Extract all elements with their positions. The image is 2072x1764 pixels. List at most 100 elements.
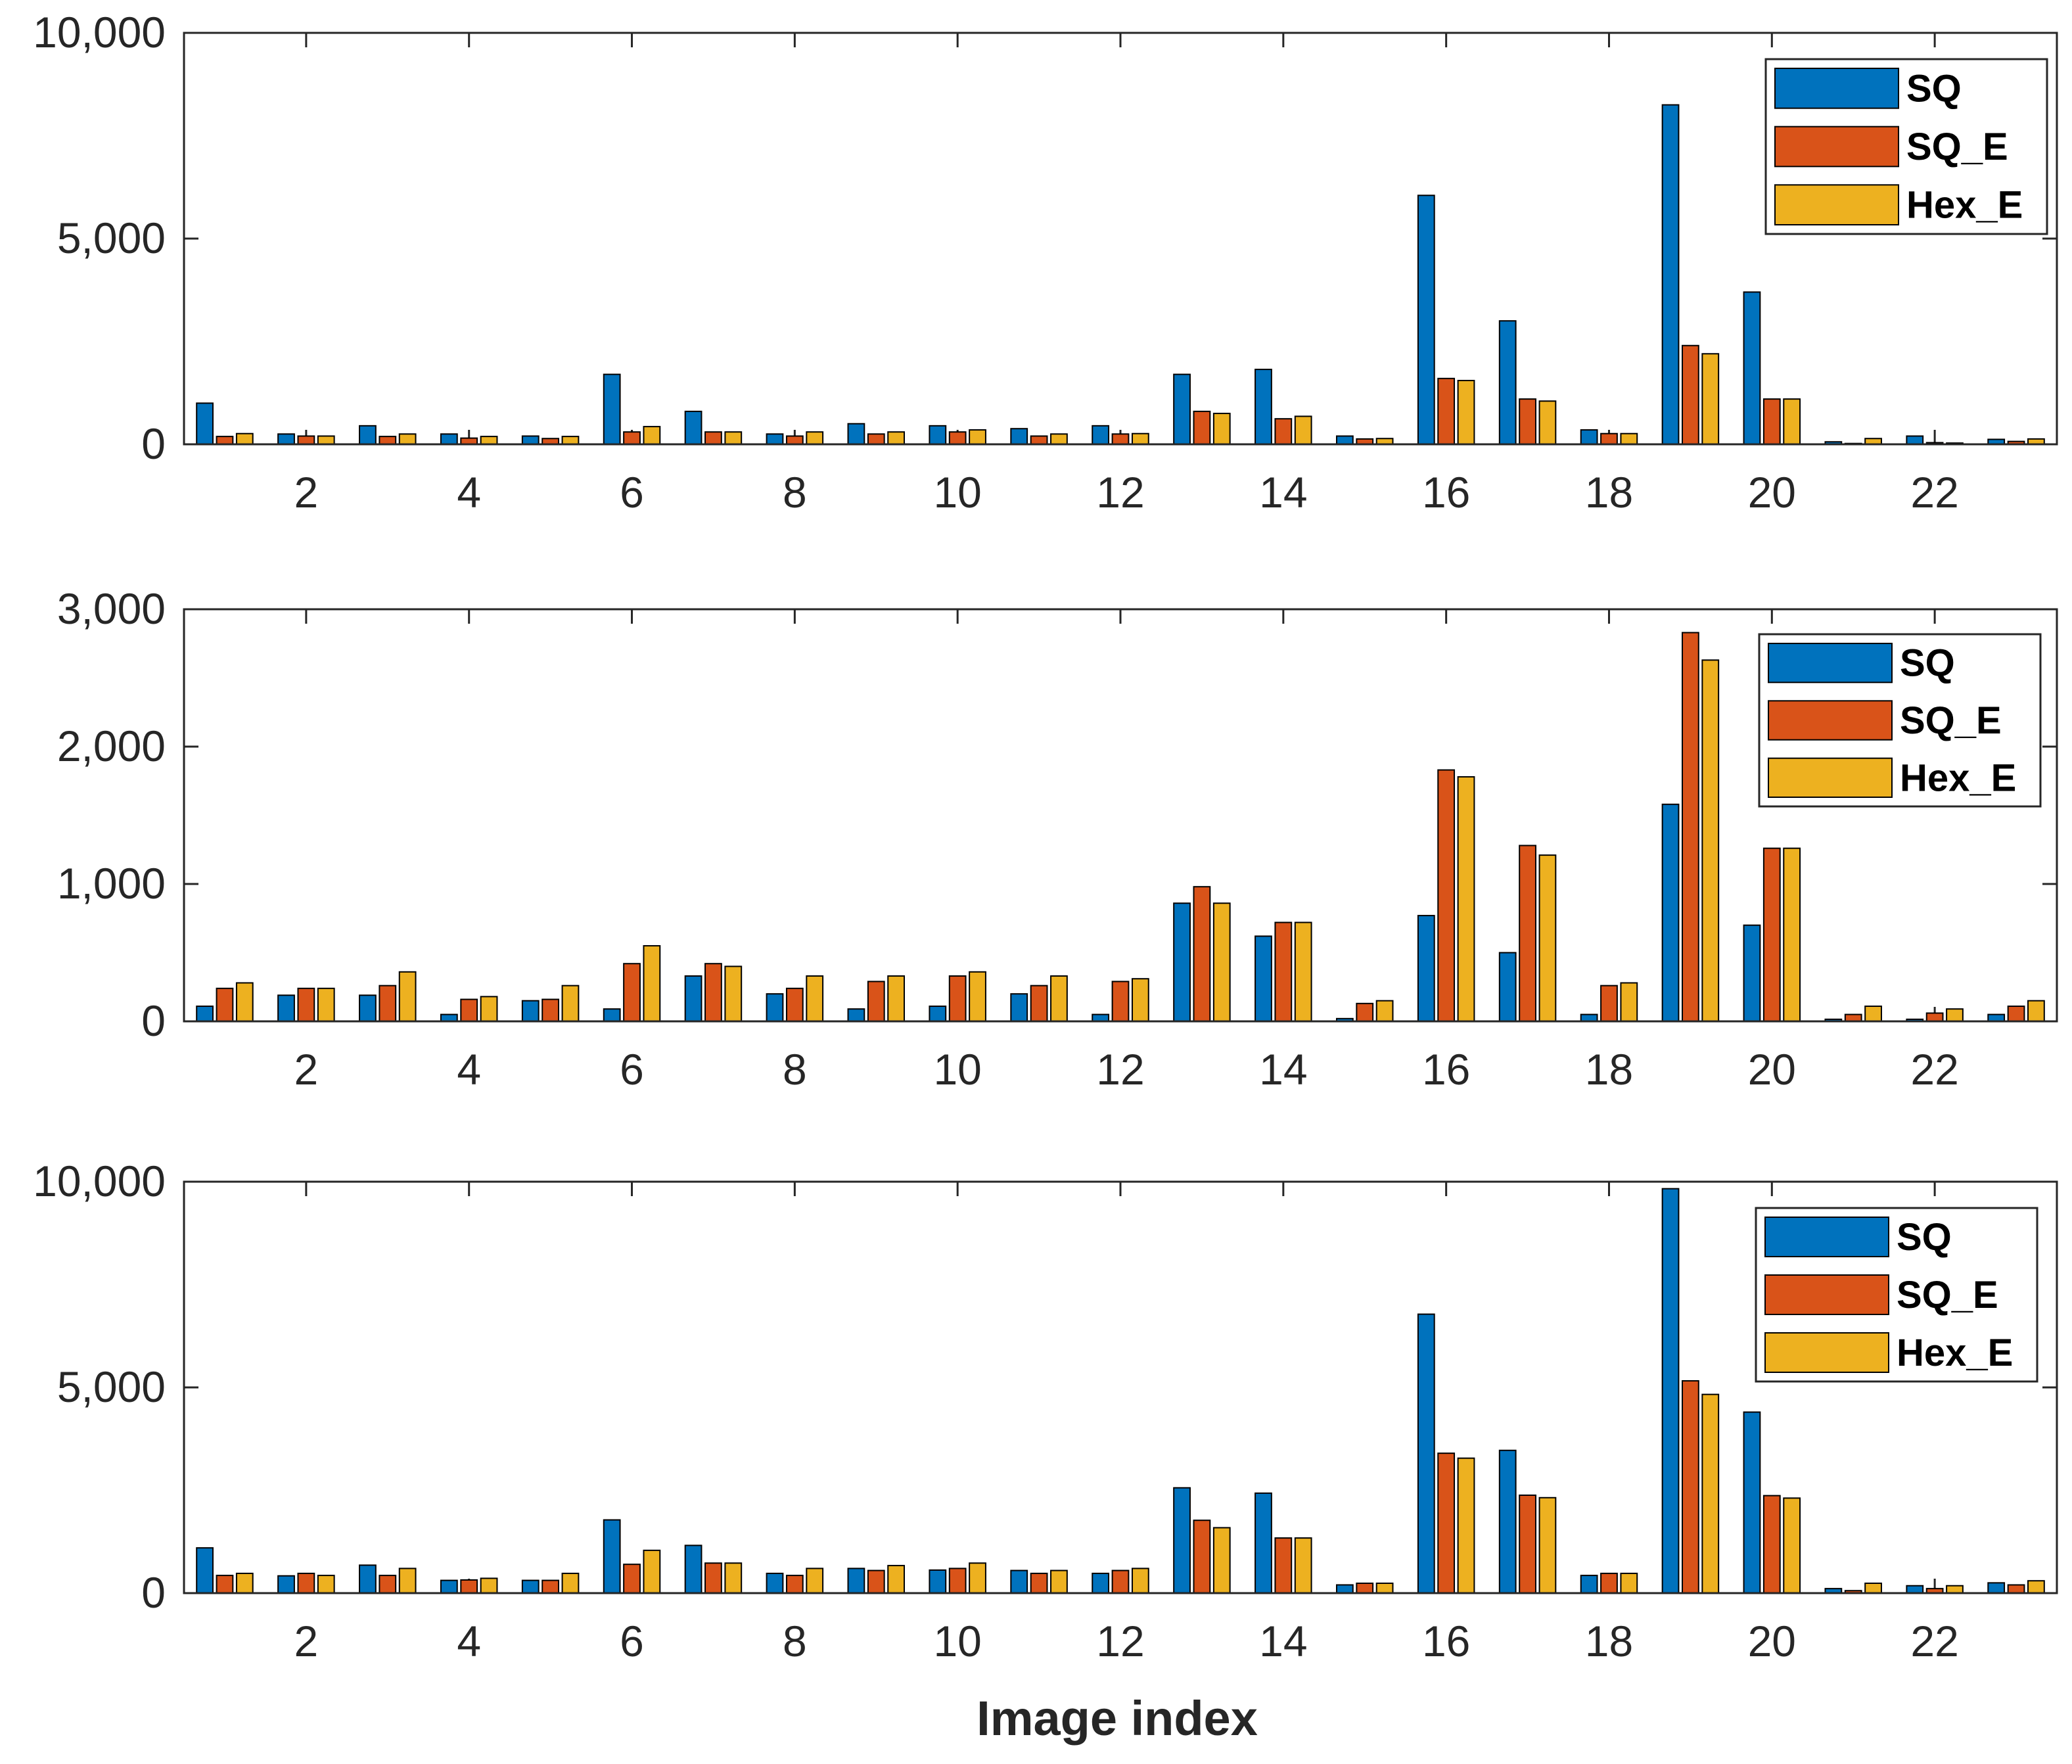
bar	[847, 1567, 865, 1594]
bar	[196, 402, 214, 446]
bar	[1762, 1495, 1781, 1594]
x-tick-label: 14	[1259, 1045, 1307, 1094]
bar	[521, 435, 540, 445]
bar	[1682, 632, 1699, 1022]
bar	[297, 1572, 315, 1594]
bar	[1131, 432, 1149, 445]
y-tick-label: 5,000	[57, 214, 166, 262]
x-tick-label: 14	[1259, 468, 1307, 517]
legend-label: Hex_E	[1900, 756, 2016, 799]
legend-swatch	[1768, 643, 1893, 684]
legend: SQ SQ_E Hex_E	[1755, 1207, 2038, 1383]
bar	[1294, 415, 1312, 446]
x-tick-label: 12	[1096, 1045, 1144, 1094]
bar	[1356, 1002, 1374, 1022]
bar	[1620, 1572, 1638, 1594]
bar	[359, 425, 377, 446]
bar	[1111, 1569, 1130, 1594]
bar	[561, 436, 580, 446]
bar	[1010, 428, 1028, 445]
y-tick-label: 3,000	[57, 584, 166, 633]
bar	[724, 1562, 743, 1594]
bar	[929, 1569, 947, 1594]
bar	[1519, 398, 1536, 446]
bar	[887, 1565, 906, 1594]
series-Hex_E	[235, 1393, 2045, 1594]
bar	[1987, 1582, 2006, 1594]
bar	[1173, 373, 1191, 446]
bar	[440, 433, 458, 445]
bar	[359, 1564, 377, 1594]
legend: SQ SQ_E Hex_E	[1764, 58, 2048, 235]
bar	[643, 426, 661, 445]
x-tick-label: 2	[294, 468, 319, 517]
bar	[1620, 432, 1638, 445]
bar	[1193, 1520, 1211, 1594]
bar	[1783, 398, 1801, 446]
bar	[1580, 1575, 1598, 1594]
bar	[867, 981, 885, 1023]
x-tick-label: 8	[783, 468, 807, 517]
bar	[684, 410, 702, 445]
x-tick-label: 10	[933, 1045, 981, 1094]
bar	[603, 1519, 621, 1594]
bar	[623, 1564, 641, 1594]
bar	[887, 975, 906, 1023]
bar	[1193, 886, 1211, 1023]
bar	[480, 1577, 498, 1594]
x-tick-label: 16	[1422, 1045, 1470, 1094]
bar	[1783, 1497, 1801, 1594]
bar	[1538, 854, 1557, 1022]
bar	[1519, 845, 1536, 1022]
x-tick-label: 16	[1422, 468, 1470, 517]
x-tick-label: 4	[457, 1045, 481, 1094]
bar	[1682, 344, 1699, 446]
bar	[480, 996, 498, 1023]
bar	[1946, 1008, 1964, 1022]
legend-label: SQ	[1897, 1216, 1952, 1259]
bar	[460, 998, 478, 1023]
bar	[1335, 435, 1354, 445]
bar	[766, 433, 784, 445]
chart-panel-2: 0 1,000 2,000 3,000 2 4 6 8 10 12 14 16 18 20 22 SQ SQ_E…	[57, 584, 2058, 1094]
x-tick-label: 22	[1910, 1617, 1958, 1665]
bar	[1457, 379, 1475, 445]
y-tick-label: 10,000	[33, 8, 166, 57]
bar	[724, 965, 743, 1023]
bar	[1255, 1492, 1272, 1594]
bar	[317, 987, 335, 1022]
bar	[480, 436, 498, 446]
x-tick-label: 10	[933, 1617, 981, 1665]
y-tick-label: 0	[141, 996, 166, 1045]
bar	[785, 987, 804, 1022]
x-tick-label: 4	[457, 1617, 481, 1665]
legend-swatch	[1764, 1332, 1889, 1373]
bar	[1946, 1585, 1964, 1594]
bar	[948, 975, 967, 1023]
bar	[460, 1579, 478, 1594]
legend-swatch	[1764, 1217, 1889, 1257]
bar	[1050, 975, 1068, 1023]
bar	[1417, 195, 1435, 445]
legend-label: Hex_E	[1906, 184, 2023, 227]
bar	[216, 987, 234, 1022]
bar	[1092, 425, 1110, 446]
bar	[1030, 435, 1048, 445]
bar	[1906, 1585, 1924, 1594]
bar	[1682, 1380, 1699, 1594]
y-tick-label: 2,000	[57, 722, 166, 770]
bar	[317, 1575, 335, 1594]
bar	[541, 1579, 560, 1594]
legend-swatch	[1774, 126, 1899, 168]
bar	[1987, 1013, 2006, 1023]
bar	[379, 985, 397, 1023]
bar	[847, 1008, 865, 1022]
y-tick-label: 1,000	[57, 859, 166, 908]
bar	[684, 1544, 702, 1594]
legend-label: SQ_E	[1897, 1274, 1998, 1316]
legend-swatch	[1768, 757, 1893, 798]
plot-frame	[183, 608, 2058, 1023]
series-SQ	[196, 104, 2006, 446]
bar	[235, 432, 254, 445]
bar	[929, 425, 947, 446]
